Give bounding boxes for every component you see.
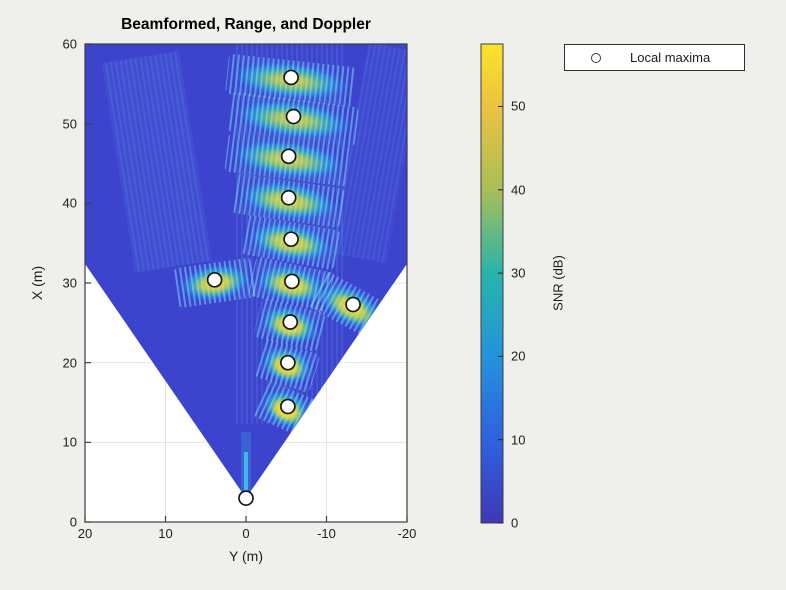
local-maxima-marker <box>345 296 361 313</box>
x-tick-label: 10 <box>158 526 173 541</box>
legend: Local maxima <box>564 44 745 71</box>
y-tick-label: 20 <box>62 355 77 371</box>
x-tick-label: -20 <box>397 526 417 541</box>
colorbar-tick-label: 50 <box>511 98 526 114</box>
y-tick-label: 50 <box>62 116 77 132</box>
local-maxima-marker <box>280 148 297 165</box>
colorbar-tick-label: 20 <box>511 348 526 364</box>
local-maxima-marker <box>280 398 296 415</box>
y-tick-label: 0 <box>69 514 77 530</box>
colorbar <box>480 43 504 524</box>
local-maxima-marker-icon <box>591 52 601 63</box>
y-tick-label: 10 <box>62 434 77 450</box>
x-tick-label: -10 <box>317 526 336 541</box>
y-tick-label: 60 <box>62 36 77 52</box>
local-maxima-marker <box>280 189 297 206</box>
colorbar-tick-label: 10 <box>511 432 526 448</box>
colorbar-tick-label: 0 <box>511 515 519 531</box>
colorbar-tick-label: 30 <box>511 265 526 281</box>
x-tick-label: 0 <box>242 526 250 541</box>
legend-label: Local maxima <box>630 50 711 65</box>
local-maxima-marker <box>284 273 300 290</box>
local-maxima-marker <box>285 108 302 125</box>
y-tick-label: 40 <box>62 195 77 211</box>
local-maxima-marker <box>206 271 223 288</box>
local-maxima-marker <box>283 231 299 248</box>
local-maxima-marker <box>238 490 254 506</box>
y-axis-label: X (m) <box>29 265 45 301</box>
x-tick-label: 20 <box>77 526 93 541</box>
plot-title: Beamformed, Range, and Doppler <box>121 16 371 33</box>
y-tick-label: 30 <box>62 275 77 291</box>
local-maxima-marker <box>282 314 299 330</box>
colorbar-label: SNR (dB) <box>550 255 566 311</box>
colorbar-tick-label: 40 <box>511 182 526 198</box>
local-maxima-marker <box>283 69 299 86</box>
x-axis-label: Y (m) <box>229 548 263 564</box>
local-maxima-marker <box>280 354 296 371</box>
